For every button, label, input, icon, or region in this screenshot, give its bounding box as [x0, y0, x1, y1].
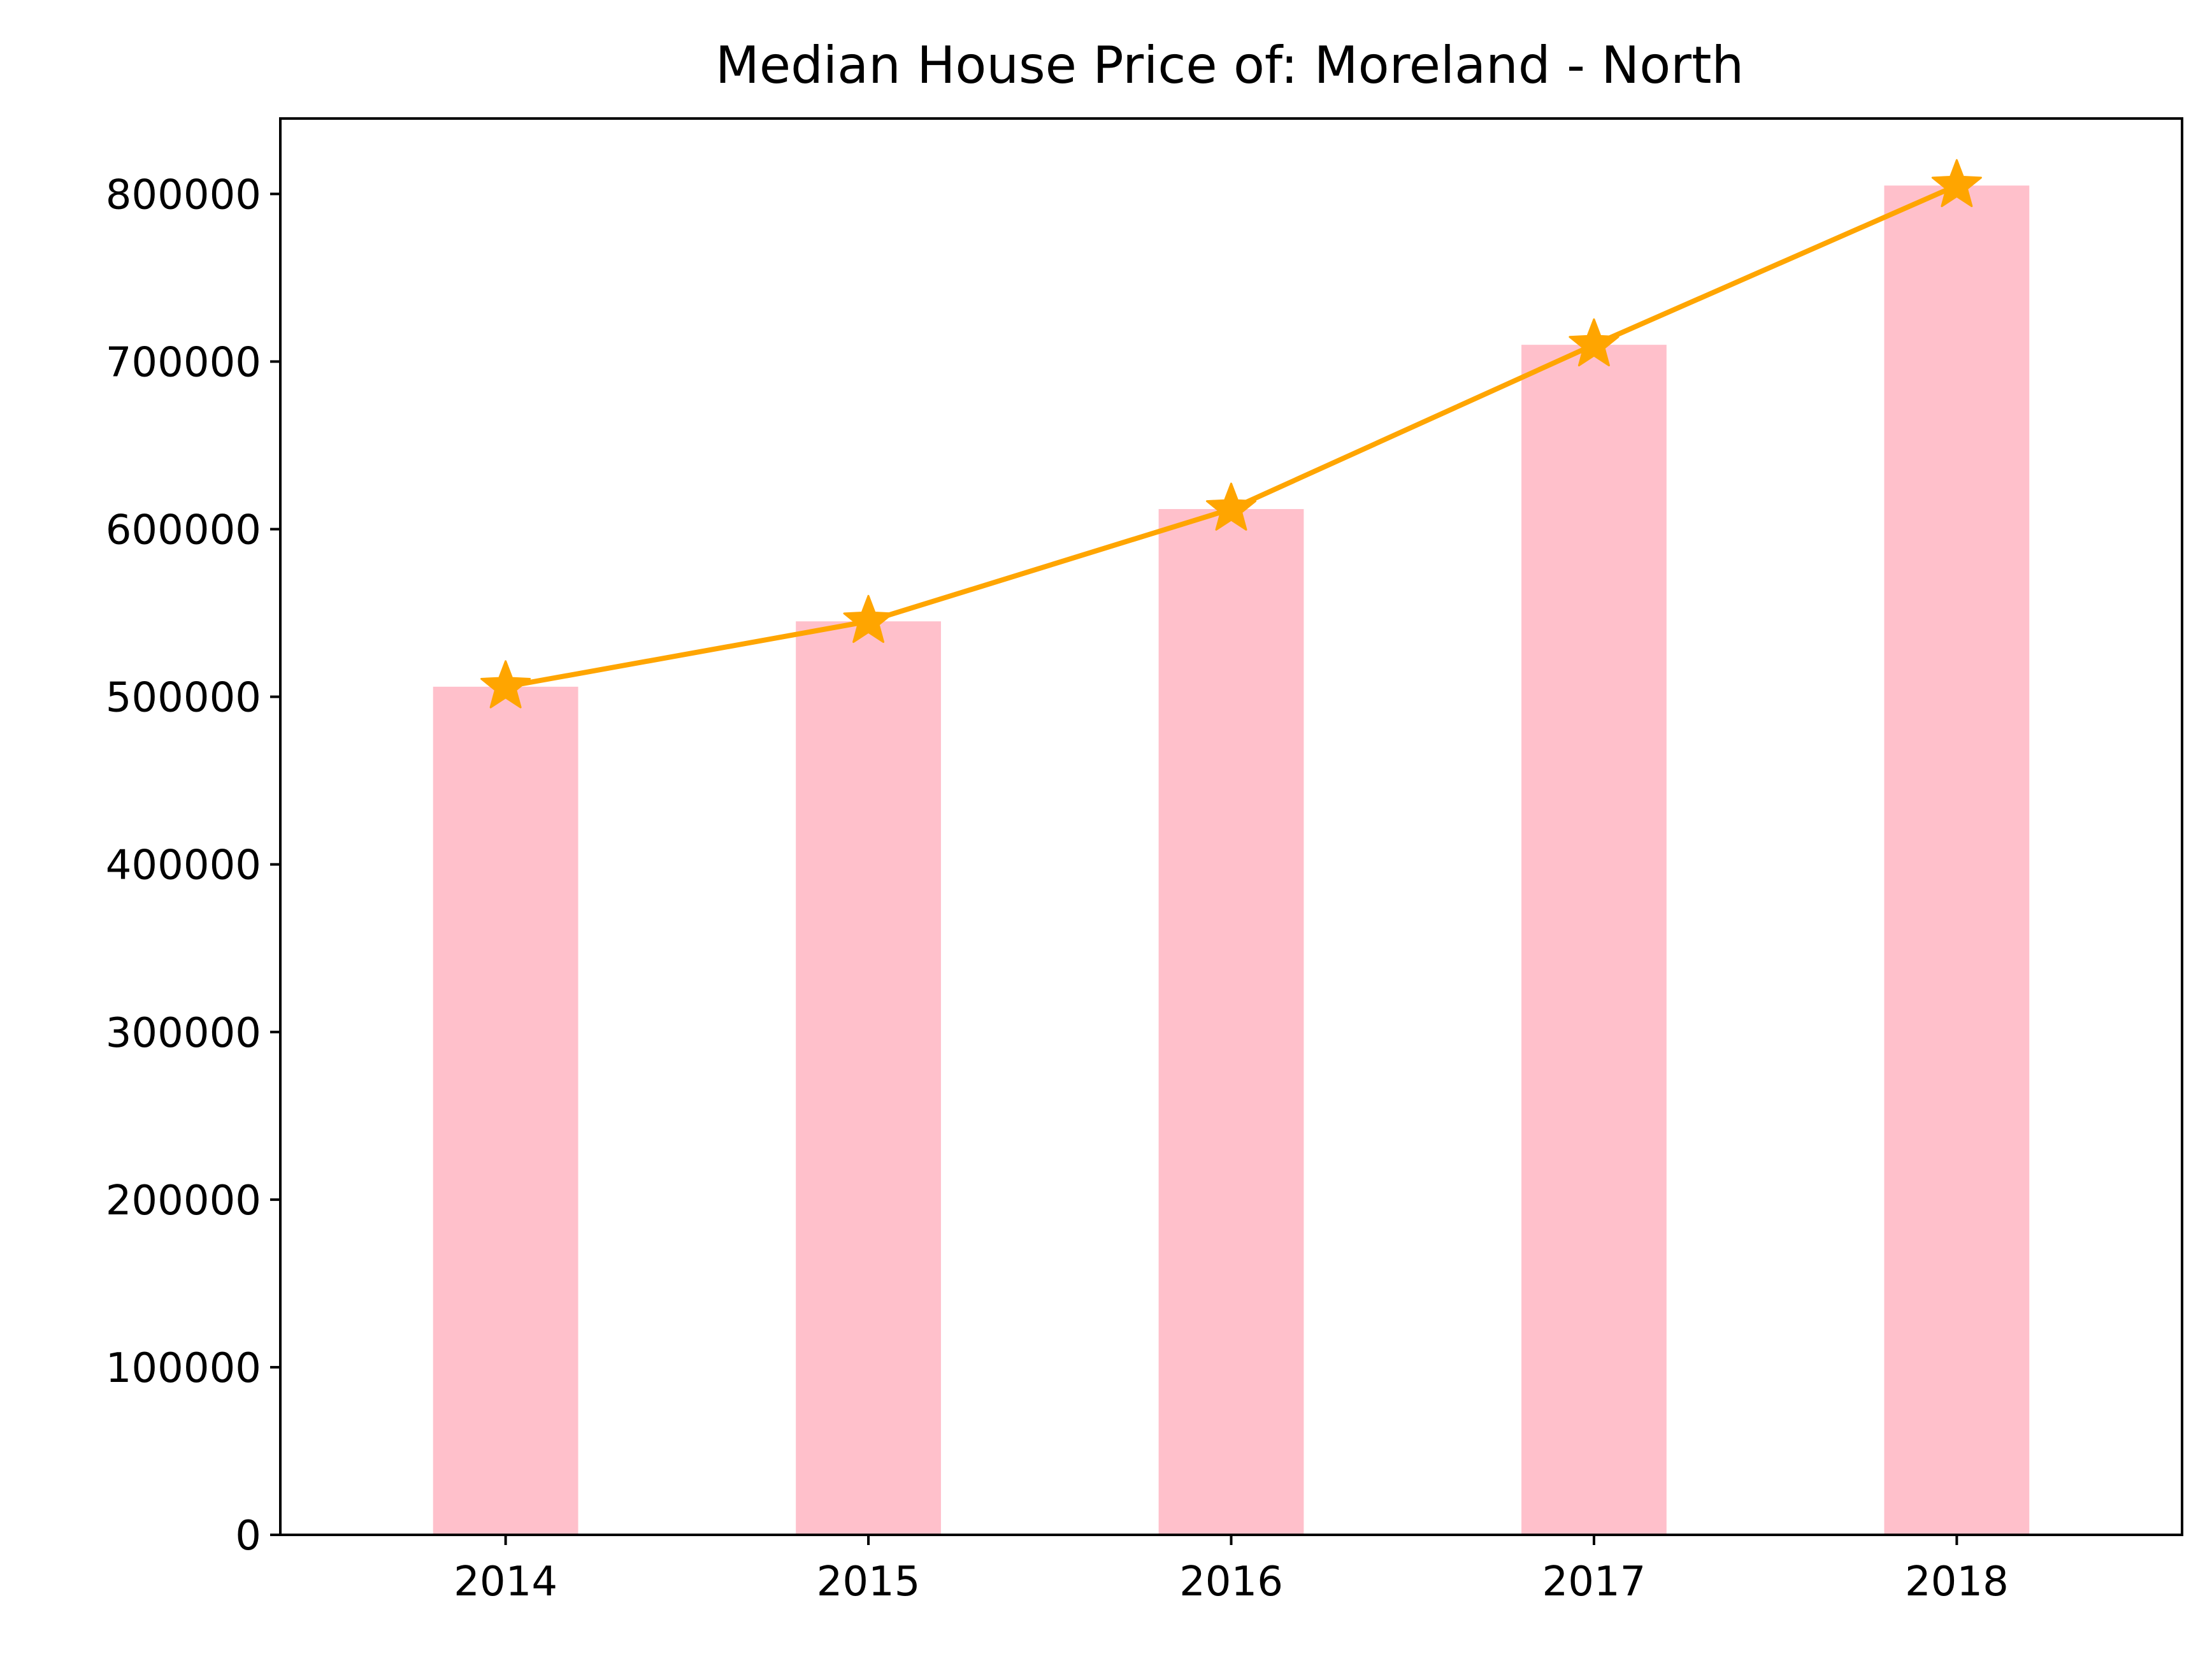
- bar-2016: [1158, 508, 1304, 1535]
- bar-2015: [796, 621, 941, 1535]
- star-marker-2016: [1205, 482, 1257, 531]
- bar-2014: [433, 686, 578, 1535]
- y-tick-label: 200000: [106, 1177, 261, 1225]
- y-tick-label: 0: [235, 1513, 261, 1560]
- x-tick-label: 2014: [454, 1558, 557, 1606]
- x-tick-label: 2015: [817, 1558, 921, 1606]
- star-marker-2018: [1931, 159, 1982, 208]
- y-tick-label: 700000: [106, 339, 261, 386]
- y-tick-label: 100000: [106, 1345, 261, 1392]
- star-marker-2015: [843, 594, 894, 644]
- bar-2018: [1884, 185, 2030, 1535]
- y-tick-label: 400000: [106, 842, 261, 889]
- y-tick-label: 300000: [106, 1010, 261, 1057]
- y-tick-label: 500000: [106, 675, 261, 722]
- axes-group: 0 100000 200000 300000 400000 500000 600000 700…: [106, 117, 2183, 1606]
- x-tick-label: 2018: [1905, 1558, 2009, 1606]
- x-tick-label: 2017: [1542, 1558, 1646, 1606]
- y-tick-label: 600000: [106, 507, 261, 554]
- line-group: [480, 159, 1982, 708]
- bar-2017: [1521, 345, 1667, 1535]
- y-tick-label: 800000: [106, 171, 261, 219]
- star-marker-2017: [1569, 318, 1620, 367]
- bars-group: [433, 185, 2030, 1535]
- x-tick-label: 2016: [1179, 1558, 1283, 1606]
- star-marker-2014: [480, 660, 531, 708]
- chart-title: Median House Price of: Moreland - North: [715, 36, 1744, 95]
